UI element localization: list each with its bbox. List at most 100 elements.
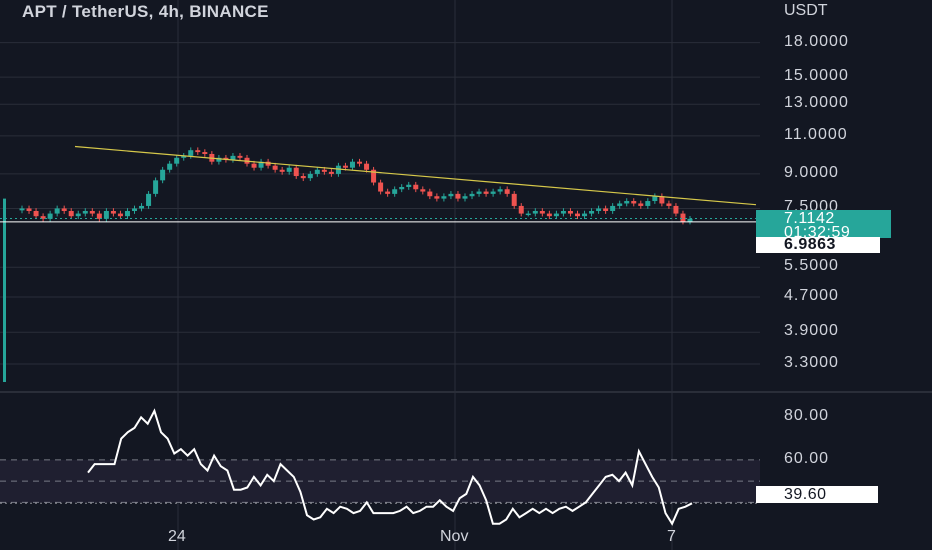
candle (26, 208, 32, 211)
candle (61, 208, 67, 211)
time-tick-label: Nov (440, 528, 469, 545)
candle (582, 213, 588, 217)
candle (272, 165, 278, 170)
candle (181, 155, 187, 158)
candle (434, 196, 440, 199)
candle (75, 213, 81, 217)
candle (223, 157, 229, 160)
candle (139, 205, 145, 209)
candle (265, 161, 271, 166)
candle (497, 189, 503, 192)
candle (406, 184, 412, 187)
candle (300, 176, 306, 179)
price-tick-label: 3.3000 (784, 353, 839, 371)
price-candles (3, 147, 693, 382)
candle (652, 196, 658, 202)
trendline (74, 145, 757, 206)
candle (110, 210, 116, 214)
candle (314, 169, 320, 174)
candle (574, 213, 580, 217)
candle (47, 213, 53, 219)
rsi-line (87, 408, 693, 526)
candle (335, 165, 341, 174)
candle (680, 213, 686, 222)
candle (54, 208, 60, 214)
price-axis-currency: USDT (784, 2, 828, 19)
candle (385, 191, 391, 194)
candle (413, 184, 419, 190)
bar-countdown: 01:32:59 (784, 224, 851, 241)
candle (342, 165, 348, 168)
candle (321, 169, 327, 172)
candle (40, 216, 46, 219)
candle (441, 196, 447, 199)
candle (687, 218, 693, 222)
candle (68, 210, 74, 217)
candle (462, 196, 468, 199)
price-tick-label: 3.9000 (784, 322, 839, 340)
candle (420, 189, 426, 192)
candle (258, 161, 264, 168)
candle (490, 191, 496, 194)
reference-price-badge: 6.9863 (756, 237, 880, 253)
time-tick-label: 24 (168, 528, 186, 545)
candle (230, 155, 236, 160)
candle (567, 210, 573, 214)
candle (553, 213, 559, 217)
candle (617, 203, 623, 206)
candle (378, 182, 384, 192)
candle (483, 191, 489, 194)
candle (188, 150, 194, 156)
candle (469, 193, 475, 197)
candle (19, 208, 25, 211)
candle (371, 169, 377, 183)
candle (195, 150, 201, 153)
candle (174, 157, 180, 164)
candle (279, 169, 285, 172)
candle (132, 208, 138, 211)
candle (357, 161, 363, 164)
rsi-value-badge: 39.60 (756, 486, 878, 503)
chart-title: APT / TetherUS, 4h, BINANCE (22, 2, 269, 21)
candle (146, 193, 152, 206)
grid-lines (0, 0, 760, 550)
candle (89, 210, 95, 214)
candle (631, 201, 637, 204)
candle (645, 201, 651, 206)
candle (117, 213, 123, 217)
candle (96, 213, 102, 219)
candle (504, 189, 510, 194)
candle (659, 196, 665, 204)
candle (399, 186, 405, 190)
candle (307, 173, 313, 179)
price-tick-label: 15.0000 (784, 67, 849, 85)
candle (546, 213, 552, 217)
rsi-tick-label: 80.00 (784, 407, 830, 425)
rsi-tick-label: 60.00 (784, 449, 830, 467)
candle (427, 191, 433, 197)
overlay-lines (0, 145, 760, 223)
last-price-value: 7.1142 (784, 210, 835, 227)
candle (610, 205, 616, 211)
candle (666, 203, 672, 206)
candle (448, 193, 454, 197)
candle (518, 205, 524, 214)
candle (124, 210, 130, 217)
candle (349, 161, 355, 168)
candle (328, 171, 334, 174)
candle (511, 193, 517, 206)
price-tick-label: 18.0000 (784, 32, 849, 50)
candle (202, 152, 208, 154)
candle (560, 210, 566, 214)
candle (455, 193, 461, 199)
candle (293, 167, 299, 177)
price-tick-label: 5.5000 (784, 257, 839, 275)
price-tick-label: 11.0000 (784, 125, 848, 143)
price-tick-label: 13.0000 (784, 94, 849, 112)
candle (251, 163, 257, 168)
candle (532, 210, 538, 214)
candle (3, 198, 6, 382)
candle (286, 167, 292, 172)
candle (539, 210, 545, 214)
